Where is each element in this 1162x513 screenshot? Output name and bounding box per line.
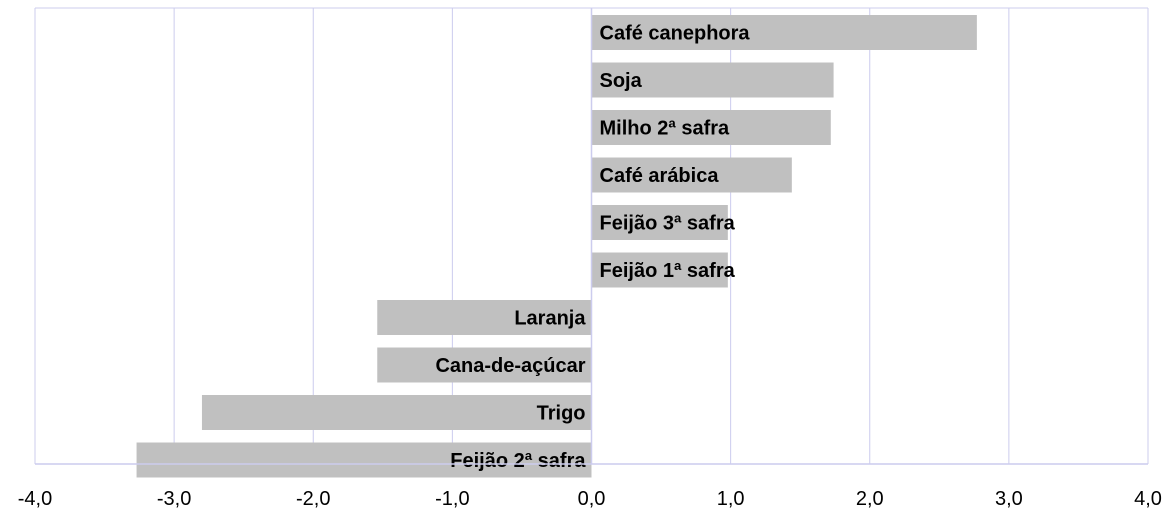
- bar-label: Café canephora: [600, 23, 751, 45]
- bar-label: Laranja: [514, 308, 586, 330]
- x-tick-label: -4,0: [18, 488, 52, 510]
- bar: [591, 157, 792, 193]
- bar: [591, 110, 831, 145]
- x-tick-label: 4,0: [1134, 488, 1162, 510]
- bar-label: Trigo: [537, 403, 586, 425]
- bar-labels: Café canephora Soja Milho 2ª safra Café ará…: [435, 23, 750, 473]
- x-tick-label: -2,0: [296, 488, 330, 510]
- x-tick-label: 1,0: [717, 488, 745, 510]
- x-tick-label: 3,0: [995, 488, 1023, 510]
- x-axis: -4,0 -3,0 -2,0 -1,0 0,0 1,0 2,0 3,0 4,0: [18, 8, 1162, 510]
- bar: [136, 442, 592, 478]
- bar-label: Soja: [600, 70, 643, 92]
- bars: [136, 15, 977, 478]
- x-tick-label: 0,0: [578, 488, 606, 510]
- x-tick-label: -3,0: [157, 488, 191, 510]
- bar: [591, 62, 834, 98]
- bar: [591, 252, 728, 288]
- bar-label: Feijão 2ª safra: [450, 450, 586, 472]
- bar: [377, 300, 592, 335]
- bar: [591, 15, 977, 50]
- bar-label: Café arábica: [600, 165, 720, 187]
- bar: [201, 395, 592, 430]
- bar-label: Cana-de-açúcar: [435, 355, 585, 377]
- x-tick-label: -1,0: [435, 488, 469, 510]
- bar: [377, 347, 592, 383]
- bar-label: Feijão 1ª safra: [600, 260, 736, 282]
- x-tick-label: 2,0: [856, 488, 884, 510]
- bar: [591, 205, 728, 240]
- bar-label: Milho 2ª safra: [600, 118, 731, 140]
- bar-label: Feijão 3ª safra: [600, 213, 736, 235]
